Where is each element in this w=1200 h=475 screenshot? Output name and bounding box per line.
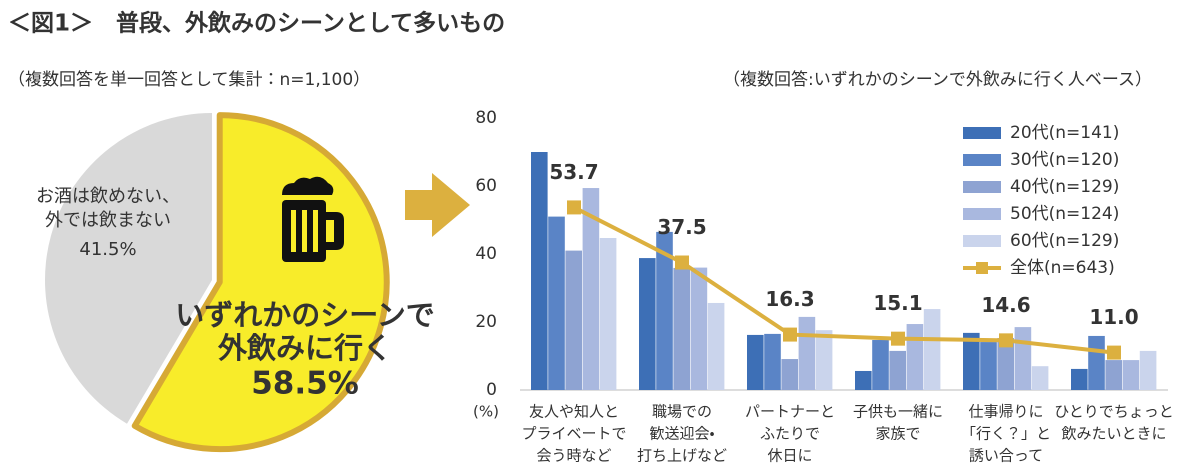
- legend-swatch: [963, 208, 1001, 220]
- x-tick-label: プライベートで: [521, 425, 626, 443]
- legend-label: 全体(n=643): [1010, 258, 1115, 278]
- legend-marker: [976, 262, 988, 274]
- bar: [599, 238, 617, 390]
- value-label: 16.3: [765, 287, 814, 311]
- line-marker: [999, 333, 1013, 348]
- x-tick-label: 会う時など: [536, 447, 611, 465]
- bar: [980, 342, 997, 390]
- y-tick-label: 20: [475, 312, 497, 332]
- x-tick-label: ひとりでちょっと: [1054, 403, 1174, 421]
- bar: [548, 216, 565, 390]
- bar: [565, 250, 582, 390]
- pie-value-label: 58.5%: [251, 366, 359, 402]
- x-tick-label: 「行く？」と: [961, 425, 1051, 443]
- bar: [747, 334, 764, 390]
- bar: [963, 332, 980, 390]
- x-tick-label: ふたりで: [760, 425, 820, 443]
- x-tick-label: 友人や知人と: [529, 403, 619, 421]
- x-tick-label: 打ち上げなど: [637, 447, 727, 465]
- bar: [1071, 368, 1088, 390]
- line-marker: [783, 327, 797, 342]
- line-marker: [891, 331, 905, 346]
- legend-label: 20代(n=141): [1010, 123, 1119, 143]
- bar: [1139, 350, 1157, 390]
- bar-subtitle: （複数回答:いずれかのシーンで外飲みに行く人ベース）: [723, 69, 1152, 90]
- x-tick-label: 休日に: [767, 447, 812, 465]
- total-line: [573, 205, 1115, 355]
- value-label: 37.5: [657, 215, 706, 239]
- legend-swatch: [963, 154, 1001, 166]
- bar: [656, 231, 673, 390]
- bar: [764, 333, 781, 390]
- x-tick-label: 誘い合って: [969, 447, 1043, 465]
- pie-value-label: 41.5%: [79, 239, 136, 260]
- legend-label: 60代(n=129): [1010, 231, 1119, 251]
- bar: [798, 316, 816, 390]
- pie-label: いずれかのシーンで: [175, 298, 435, 332]
- y-axis-label: (%): [473, 403, 499, 421]
- value-label: 14.6: [981, 293, 1030, 317]
- pie-label: 外では飲まない: [45, 210, 171, 231]
- legend-label: 40代(n=129): [1010, 177, 1119, 197]
- line-marker: [567, 200, 581, 215]
- figure-title: ＜図1＞ 普段、外飲みのシーンとして多いもの: [8, 10, 505, 37]
- pie-subtitle: （複数回答を単一回答として集計：n=1,100）: [8, 69, 370, 90]
- y-tick-label: 60: [475, 176, 497, 196]
- legend-label: 50代(n=124): [1010, 204, 1119, 224]
- y-tick-label: 80: [475, 108, 497, 128]
- pie-label: お酒は飲めない、: [36, 186, 180, 207]
- bar: [855, 370, 872, 390]
- x-tick-label: 歓送迎会・: [649, 425, 714, 443]
- bar: [639, 258, 656, 390]
- bar: [1031, 366, 1049, 390]
- value-label: 15.1: [873, 291, 922, 315]
- legend-label: 30代(n=120): [1010, 150, 1119, 170]
- line-marker: [675, 255, 689, 270]
- beer-icon: [282, 176, 344, 262]
- x-tick-label: パートナーと: [745, 403, 835, 421]
- line-marker: [1107, 345, 1121, 360]
- pie-slice: [131, 112, 390, 453]
- bar: [1088, 335, 1105, 390]
- bar: [673, 267, 690, 390]
- bar: [781, 359, 798, 390]
- bar: [815, 330, 833, 390]
- x-tick-label: 職場での: [652, 403, 712, 421]
- bar: [923, 309, 941, 390]
- y-tick-label: 40: [475, 244, 497, 264]
- bar: [1105, 360, 1122, 390]
- pie-slice: [44, 113, 212, 424]
- bar: [872, 340, 889, 390]
- bar: [531, 152, 548, 390]
- bar: [997, 337, 1014, 390]
- legend-swatch: [963, 127, 1001, 139]
- bar: [889, 350, 906, 390]
- bar: [1122, 360, 1140, 390]
- bar: [582, 188, 600, 390]
- x-tick-label: 仕事帰りに: [968, 403, 1043, 421]
- legend-swatch: [963, 181, 1001, 193]
- y-tick-label: 0: [486, 380, 497, 400]
- value-label: 11.0: [1089, 305, 1138, 329]
- x-tick-label: 飲みたいときに: [1061, 425, 1166, 443]
- arrow: [405, 173, 470, 237]
- bar: [707, 302, 725, 390]
- value-label: 53.7: [549, 160, 598, 184]
- legend-swatch: [963, 235, 1001, 247]
- pie-label: 外飲みに行く: [217, 331, 392, 365]
- x-tick-label: 子供も一緒に: [853, 403, 943, 421]
- bar: [906, 324, 924, 390]
- bar: [1014, 327, 1032, 390]
- x-tick-label: 家族で: [875, 425, 920, 443]
- bar: [690, 267, 708, 390]
